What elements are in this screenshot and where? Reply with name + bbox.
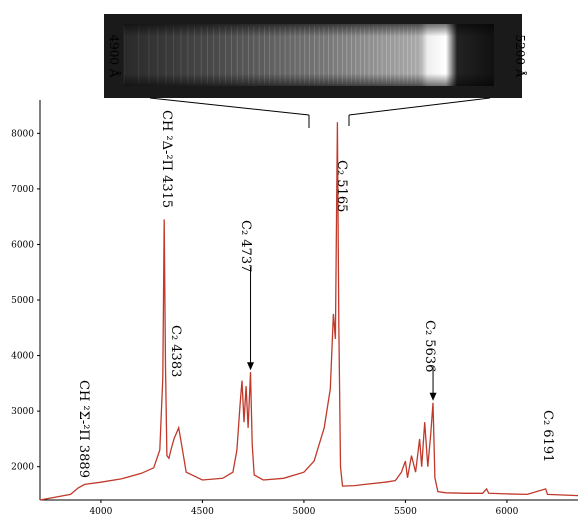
annotation-label: C₂ 5636 bbox=[422, 320, 437, 372]
x-tick-label: 5000 bbox=[292, 507, 315, 517]
y-tick-label: 6000 bbox=[11, 240, 34, 250]
y-tick-label: 3000 bbox=[11, 407, 34, 417]
x-tick-label: 4500 bbox=[191, 507, 214, 517]
x-tick-label: 4000 bbox=[89, 507, 112, 517]
inset-shade bbox=[124, 24, 494, 86]
x-tick-label: 6000 bbox=[495, 507, 518, 517]
annotation-label: C₂ 6191 bbox=[540, 410, 555, 462]
y-tick-label: 7000 bbox=[11, 185, 34, 195]
annotation-arrow-head bbox=[429, 392, 437, 401]
inset-connector-left bbox=[149, 97, 310, 116]
spectrum-inset: 4900 Å 5200 Å bbox=[104, 14, 528, 98]
spectrum-series bbox=[39, 122, 579, 501]
y-ticks: 2000 3000 4000 5000 6000 7000 8000 bbox=[11, 129, 40, 473]
annotation-label: C₂ 4737 bbox=[238, 220, 253, 272]
x-ticks: 4000 4500 5000 5500 6000 bbox=[89, 500, 519, 517]
y-tick-label: 2000 bbox=[11, 463, 34, 473]
inset-left-label: 4900 Å bbox=[107, 34, 122, 77]
y-tick-label: 4000 bbox=[11, 352, 34, 362]
y-tick-label: 5000 bbox=[11, 296, 34, 306]
annotations: CH ²Σ-²Π 3889 CH ²Δ-²Π 4315 C₂ 4383 C₂ 4737… bbox=[76, 110, 555, 478]
inset-right-label: 5200 Å bbox=[513, 34, 528, 77]
annotation-label: CH ²Δ-²Π 4315 bbox=[159, 110, 174, 208]
spectrum-line bbox=[39, 122, 579, 501]
annotation-label: CH ²Σ-²Π 3889 bbox=[76, 380, 91, 478]
annotation-label: C₂ 5165 bbox=[334, 160, 349, 212]
annotation-arrow-head bbox=[247, 362, 255, 371]
inset-connector-right bbox=[348, 97, 491, 116]
plot-axes: 2000 3000 4000 5000 6000 7000 8000 4000 4500 500… bbox=[11, 100, 578, 517]
y-tick-label: 8000 bbox=[11, 129, 34, 139]
annotation-label: C₂ 4383 bbox=[168, 325, 183, 377]
x-tick-label: 5500 bbox=[394, 507, 417, 517]
